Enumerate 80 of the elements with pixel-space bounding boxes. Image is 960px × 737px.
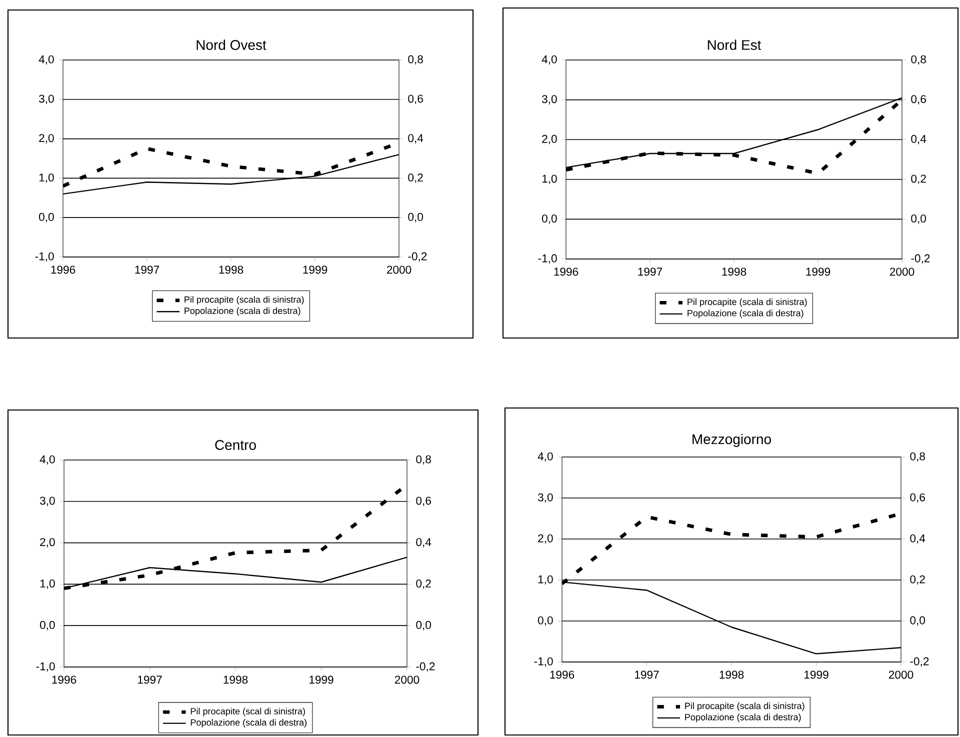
y2-tick-label: 0,2 <box>911 174 926 184</box>
y-tick-label: 0,0 <box>538 616 553 626</box>
y-tick-label: 1,0 <box>538 575 553 585</box>
y-tick-label: 1,0 <box>542 174 557 184</box>
y2-tick-label: 0,0 <box>416 620 431 630</box>
y2-tick-label: 0,8 <box>911 55 926 65</box>
y-tick-label: 3,0 <box>40 496 55 506</box>
y2-tick-label: 0,6 <box>408 94 423 104</box>
y-tick-label: -1,0 <box>36 662 55 672</box>
y-tick-label: 3,0 <box>39 94 54 104</box>
y2-tick-label: -0,2 <box>911 254 930 264</box>
y2-tick-label: 0,4 <box>911 134 926 144</box>
x-tick-label: 1997 <box>638 268 662 276</box>
legend-label: Popolazione (scala di destra) <box>688 310 804 318</box>
y2-tick-label: 0,2 <box>416 580 431 589</box>
y-tick-label: 1,0 <box>40 580 55 589</box>
x-tick-label: 1997 <box>635 670 659 679</box>
x-tick-label: 1998 <box>219 266 244 274</box>
y2-tick-label: 0,0 <box>408 212 423 222</box>
y-tick-label: 4,0 <box>38 55 54 65</box>
x-tick-label: 1997 <box>135 266 160 274</box>
y2-tick-label: 0,4 <box>408 134 424 144</box>
y2-tick-label: 0,8 <box>408 55 423 65</box>
y-tick-label: 2,0 <box>39 134 54 144</box>
x-tick-label: 2000 <box>888 670 914 679</box>
x-tick-label: 1998 <box>224 676 248 684</box>
y2-tick-label: 0,4 <box>910 534 926 544</box>
y2-tick-label: -0,2 <box>408 252 427 262</box>
y2-tick-label: 0,4 <box>416 538 432 548</box>
x-tick-label: 1996 <box>52 676 76 684</box>
x-tick-label: 2000 <box>890 268 914 276</box>
x-tick-label: 1998 <box>722 268 746 276</box>
y-tick-label: 4,0 <box>40 455 55 465</box>
y-tick-label: 0,0 <box>40 620 55 630</box>
x-tick-label: 1999 <box>303 266 328 274</box>
x-tick-label: 1999 <box>804 670 828 679</box>
y-tick-label: 0,0 <box>39 212 54 222</box>
y-tick-label: 2,0 <box>538 534 553 544</box>
y2-tick-label: 0,6 <box>416 496 431 506</box>
x-tick-label: 1999 <box>806 268 830 276</box>
y2-tick-label: 0,0 <box>910 616 926 626</box>
y2-tick-label: -0,2 <box>416 662 435 672</box>
chart-title: Nord Est <box>708 40 762 50</box>
legend-label: Popolazione (scala di destra) <box>190 719 306 728</box>
y-tick-label: 0,0 <box>542 214 557 224</box>
x-tick-label: 1999 <box>310 676 334 684</box>
y-tick-label: 1,0 <box>39 174 54 183</box>
legend-label: Popolazione (scala di destra) <box>685 714 801 722</box>
y-tick-label: 4,0 <box>542 55 557 65</box>
y2-tick-label: 0,8 <box>416 455 431 465</box>
chart-title: Nord Ovest <box>196 40 266 50</box>
y-tick-label: 2,0 <box>542 134 557 144</box>
y2-tick-label: 0,2 <box>408 174 423 183</box>
legend-label: Pil procapite (scala di sinistra) <box>685 702 804 711</box>
x-tick-label: 1997 <box>138 676 162 684</box>
y2-tick-label: 0,8 <box>910 452 925 462</box>
y-tick-label: 3,0 <box>538 493 553 503</box>
y2-tick-label: -0,2 <box>910 657 929 667</box>
y2-tick-label: 0,2 <box>910 575 925 585</box>
legend-label: Pil procapite (scala di sinistra) <box>688 298 807 307</box>
y2-tick-label: 0,0 <box>911 214 926 224</box>
x-tick-label: 2000 <box>386 266 412 274</box>
y-tick-label: 4,0 <box>538 452 553 462</box>
legend-label: Pil procapite (scal di sinistra) <box>190 708 305 716</box>
x-tick-label: 1996 <box>554 268 578 276</box>
x-tick-label: 2000 <box>394 676 420 684</box>
x-tick-label: 1996 <box>51 266 76 274</box>
chart-title: Centro <box>215 440 256 450</box>
y2-tick-label: 0,6 <box>910 493 925 503</box>
y-tick-label: -1,0 <box>538 254 557 264</box>
x-tick-label: 1996 <box>550 670 574 679</box>
y-tick-label: -1,0 <box>35 252 54 262</box>
legend-label: Pil procapite (scala di sinistra) <box>184 296 304 305</box>
chart-title: Mezzogiorno <box>692 434 771 447</box>
y-tick-label: 3,0 <box>542 95 557 104</box>
legend-label: Popolazione (scala di destra) <box>184 307 300 316</box>
y-tick-label: 2,0 <box>40 538 55 548</box>
y-tick-label: -1,0 <box>534 657 553 667</box>
x-tick-label: 1998 <box>720 670 744 679</box>
y2-tick-label: 0,6 <box>911 95 926 104</box>
